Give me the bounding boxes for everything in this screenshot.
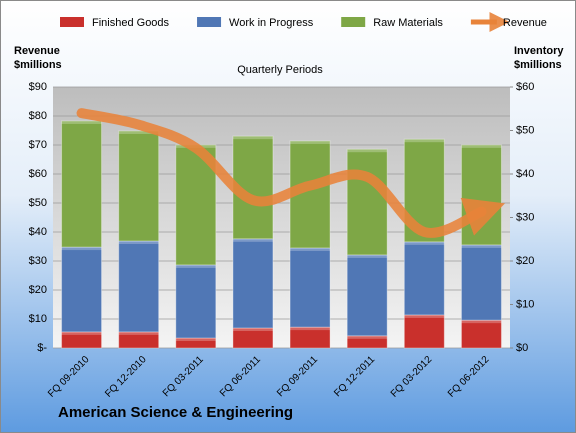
bar-top xyxy=(175,337,216,341)
bar-segment xyxy=(346,148,388,256)
revenue-line xyxy=(76,108,505,238)
footer: American Science & Engineering xyxy=(58,404,293,421)
y-tick-label: $20 xyxy=(29,284,47,296)
bar-top xyxy=(404,139,445,143)
legend-item: Raw Materials xyxy=(341,17,443,29)
bar-top xyxy=(118,331,159,335)
bar-segment xyxy=(61,120,103,248)
bar-top xyxy=(61,120,102,124)
chart-title: Quarterly Periods xyxy=(237,64,323,76)
bar-segment xyxy=(460,244,502,321)
y2-tick-label: $20 xyxy=(516,255,534,267)
bar-top xyxy=(404,314,445,318)
y2-tick-label: $0 xyxy=(516,342,528,354)
y-tick-label: $70 xyxy=(29,139,47,151)
y-tick-label: $90 xyxy=(29,81,47,93)
bar-segment xyxy=(460,319,502,349)
bar-segment xyxy=(61,246,103,333)
y-tick-label: $30 xyxy=(29,255,47,267)
bar-segment xyxy=(346,254,388,337)
legend-label: Revenue xyxy=(503,17,547,29)
bar-top xyxy=(347,149,388,153)
y2-tick-label: $40 xyxy=(516,168,534,180)
bar-top xyxy=(232,136,273,140)
y-tick-label: $60 xyxy=(29,168,47,180)
bar-segment xyxy=(232,238,274,329)
bar-top xyxy=(290,140,331,144)
bar-segment xyxy=(289,247,331,328)
y-tick-label: $80 xyxy=(29,110,47,122)
y2-tick-label: $60 xyxy=(516,81,534,93)
legend-item: Work in Progress xyxy=(197,17,314,29)
y2-tick-label: $50 xyxy=(516,124,534,136)
legend-label: Raw Materials xyxy=(373,17,443,29)
bar-top xyxy=(61,331,102,335)
bar-segment xyxy=(460,144,502,246)
bar-top xyxy=(404,241,445,245)
y-tick-label: $50 xyxy=(29,197,47,209)
legend-item: Revenue xyxy=(470,12,547,32)
legend-label: Finished Goods xyxy=(92,17,170,29)
y-axis-label: Revenue $millions xyxy=(14,45,62,71)
y2-tick-label: $10 xyxy=(516,298,534,310)
bar-top xyxy=(347,335,388,339)
bar-top xyxy=(118,240,159,244)
bar-top xyxy=(118,130,159,134)
legend-swatch xyxy=(60,17,84,27)
y2-tick-label: $30 xyxy=(516,211,534,223)
bar-top xyxy=(232,327,273,331)
bar-top xyxy=(61,247,102,251)
bar-top xyxy=(461,320,502,324)
y-tick-label: $10 xyxy=(29,313,47,325)
bar-segment xyxy=(289,326,331,349)
legend-swatch xyxy=(341,17,366,27)
bar-top xyxy=(461,144,502,148)
bar-top xyxy=(461,244,502,248)
y-tick-label: $- xyxy=(37,342,47,354)
bar-segment xyxy=(403,314,445,349)
y-tick-label: $40 xyxy=(29,226,47,238)
bar-segment xyxy=(118,240,160,333)
bar-segment xyxy=(175,264,217,339)
bar-segment xyxy=(118,130,160,242)
legend-item: Finished Goods xyxy=(60,17,170,29)
y2-axis-label: Inventory $millions xyxy=(514,45,564,71)
bar-segment xyxy=(403,241,445,316)
bar-top xyxy=(232,238,273,242)
bar-top xyxy=(290,247,331,251)
legend-label: Work in Progress xyxy=(229,17,314,29)
bar-segment xyxy=(232,327,274,349)
bar-top xyxy=(347,254,388,258)
legend-swatch xyxy=(197,17,222,27)
bar-top xyxy=(175,264,216,268)
bar-top xyxy=(290,327,331,331)
